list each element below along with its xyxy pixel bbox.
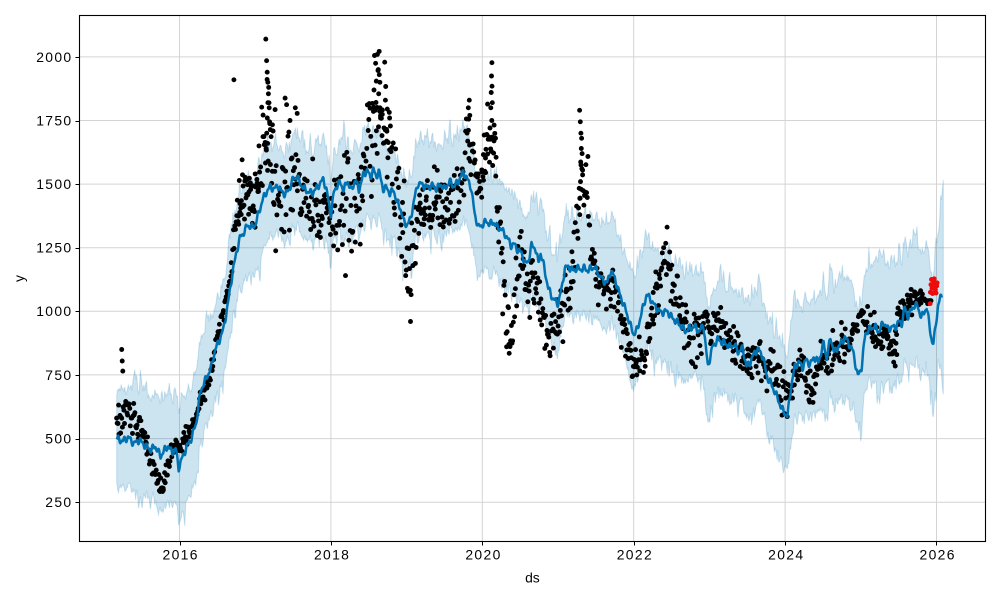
svg-text:y: y — [11, 275, 27, 282]
svg-text:1250: 1250 — [36, 240, 72, 256]
svg-text:250: 250 — [45, 494, 72, 510]
svg-text:2018: 2018 — [314, 547, 350, 563]
svg-text:2024: 2024 — [768, 547, 804, 563]
svg-text:1500: 1500 — [36, 176, 72, 192]
svg-text:ds: ds — [525, 570, 540, 586]
svg-text:500: 500 — [45, 431, 72, 447]
svg-text:2026: 2026 — [920, 547, 956, 563]
svg-text:2000: 2000 — [36, 49, 72, 65]
svg-text:750: 750 — [45, 367, 72, 383]
svg-text:2020: 2020 — [465, 547, 501, 563]
svg-text:1750: 1750 — [36, 112, 72, 128]
svg-text:2016: 2016 — [163, 547, 199, 563]
svg-text:1000: 1000 — [36, 303, 72, 319]
svg-text:2022: 2022 — [617, 547, 653, 563]
